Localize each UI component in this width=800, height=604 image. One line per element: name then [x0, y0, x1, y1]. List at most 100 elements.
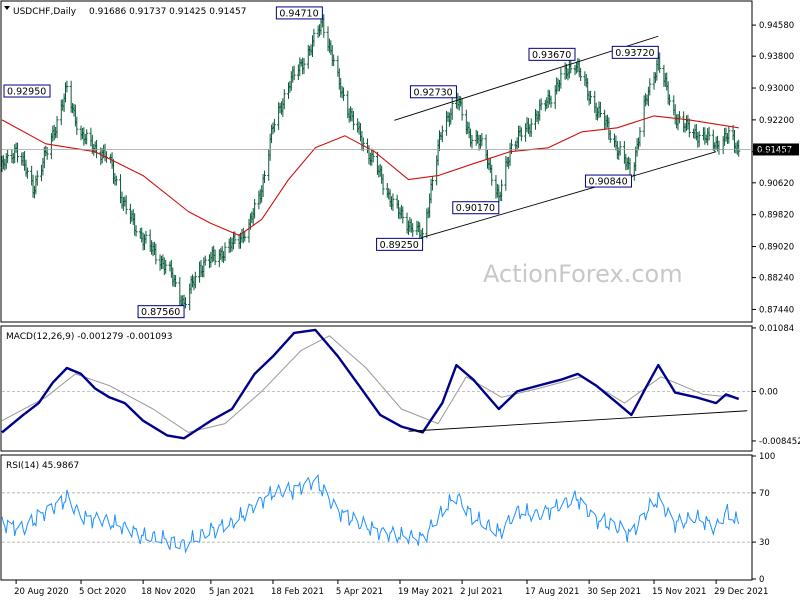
last-price-line: 0.91457 [2, 143, 799, 156]
rsi-y-tick-label: 0 [759, 575, 764, 585]
ohlc-bar [539, 98, 543, 111]
ohlc-bar [490, 164, 494, 186]
ohlc-bar [460, 98, 464, 121]
ohlc-bar [223, 242, 227, 262]
x-tick-label: 18 Feb 2021 [271, 587, 324, 597]
price-y-tick-label: 0.93800 [759, 52, 794, 62]
ohlc-bar [253, 199, 257, 219]
x-tick-label: 19 May 2021 [398, 587, 453, 597]
price-y-tick-label: 0.89820 [759, 211, 794, 221]
ohlc-bar [529, 118, 533, 137]
macd-y-tick-label: 0.00 [759, 387, 778, 397]
ohlc-bar [697, 131, 701, 147]
price-annotation: 0.90840 [584, 174, 632, 188]
ohlc-bar [519, 127, 523, 142]
price-annotation: 0.92730 [409, 85, 457, 99]
ohlc-bar [114, 175, 118, 186]
ohlc-bar [35, 170, 39, 186]
ohlc-bar [737, 139, 741, 157]
ohlc-bar [342, 87, 346, 101]
price-y-tick-label: 0.91400 [759, 148, 794, 158]
ohlc-bar [440, 125, 444, 143]
ohlc-bar [559, 68, 563, 89]
price-annotation: 0.93720 [611, 45, 659, 59]
rsi-panel-frame [0, 454, 753, 581]
ohlc-bar [391, 193, 395, 212]
x-axis-ticks: 20 Aug 2020 5 Oct 2020 18 Nov 2020 5 Jan 20… [14, 580, 768, 597]
x-tick-label: 5 Apr 2021 [336, 587, 383, 597]
ohlc-bar [500, 179, 504, 202]
ohlc-bar [411, 223, 415, 237]
price-y-tick-label: 0.89020 [759, 243, 794, 253]
ohlc-bar [164, 260, 168, 274]
ohlc-bar [381, 173, 385, 195]
ohlc-bar [144, 230, 148, 244]
ohlc-bar [292, 65, 296, 81]
ohlc-bar [65, 80, 69, 93]
rsi-y-tick-label: 70 [759, 489, 770, 499]
macd-y-tick-label: 0.01084 [759, 324, 794, 334]
ohlc-bar [154, 243, 158, 265]
ohlc-bar [351, 111, 355, 131]
ohlc-bar [401, 206, 405, 224]
x-tick-label: 29 Dec 2021 [714, 587, 768, 597]
price-y-tick-label: 0.87440 [759, 305, 794, 315]
price-annotation-label: 0.92730 [413, 87, 452, 98]
macd-y-tick-label: -0.008452 [759, 437, 800, 447]
price-y-tick-label: 0.88240 [759, 274, 794, 284]
ohlc-bar [450, 97, 454, 120]
ohlc-bar [85, 129, 89, 145]
rsi-line [1, 474, 740, 554]
price-annotation-label: 0.90170 [456, 203, 495, 214]
price-annotation-box [452, 201, 500, 215]
macd-y-ticks: 0.01084 0.00 -0.008452 [752, 324, 800, 447]
price-annotation: 0.92950 [3, 84, 51, 98]
ohlc-bar [302, 58, 306, 74]
last-price-label: 0.91457 [757, 145, 792, 155]
x-tick-label: 15 Nov 2021 [652, 587, 706, 597]
ohlc-bar [579, 67, 583, 82]
chart-menu-icon [4, 6, 10, 10]
rsi-y-tick-label: 30 [759, 538, 770, 548]
x-tick-label: 17 Aug 2021 [525, 587, 579, 597]
ohlc-bar [6, 149, 10, 164]
ohlc-bar [55, 116, 59, 138]
watermark: ActionForex.com [483, 260, 683, 288]
rsi-lines [1, 474, 740, 554]
price-annotations: 0.94710 0.92950 0.93670 0.93720 0.92730 0.908… [3, 6, 659, 319]
ohlc-bar [193, 271, 197, 289]
ohlc-bar [371, 150, 375, 163]
ohlc-bar [648, 78, 652, 96]
ohlc-bar [598, 101, 602, 118]
ohlc-bar [75, 116, 79, 135]
x-tick-label: 5 Oct 2020 [79, 587, 126, 597]
ohlc-bar [638, 127, 642, 147]
price-annotation: 0.87560 [137, 305, 185, 319]
x-tick-label: 18 Nov 2020 [141, 587, 195, 597]
macd-title: MACD(12,26,9) -0.001279 -0.001093 [6, 332, 172, 342]
ohlc-bar [16, 142, 20, 163]
ohlc-bar [134, 225, 138, 237]
ohlc-bar [263, 170, 267, 184]
ohlc-bar [608, 130, 612, 143]
last-price-tag [753, 143, 799, 156]
price-annotation-label: 0.89250 [380, 240, 419, 251]
price-annotation-label: 0.93670 [532, 50, 571, 61]
rsi-title: RSI(14) 45.9867 [6, 461, 79, 471]
ohlc-bar [727, 126, 731, 144]
ohlc-bar [480, 133, 484, 147]
macd-trend-line [408, 410, 748, 432]
price-y-tick-label: 0.94580 [759, 21, 794, 31]
rsi-y-tick-label: 100 [759, 452, 775, 462]
price-annotation: 0.90170 [452, 201, 500, 215]
price-annotation-label: 0.87560 [141, 307, 180, 318]
price-y-tick-label: 0.92200 [759, 116, 794, 126]
price-annotation: 0.94710 [275, 6, 323, 20]
price-annotation-box [275, 6, 323, 20]
channel-line [422, 151, 717, 238]
ohlc-bar [332, 54, 336, 67]
x-tick-label: 5 Jan 2021 [209, 587, 255, 597]
x-tick-label: 20 Aug 2020 [14, 587, 68, 597]
price-annotation-label: 0.93720 [615, 48, 654, 59]
